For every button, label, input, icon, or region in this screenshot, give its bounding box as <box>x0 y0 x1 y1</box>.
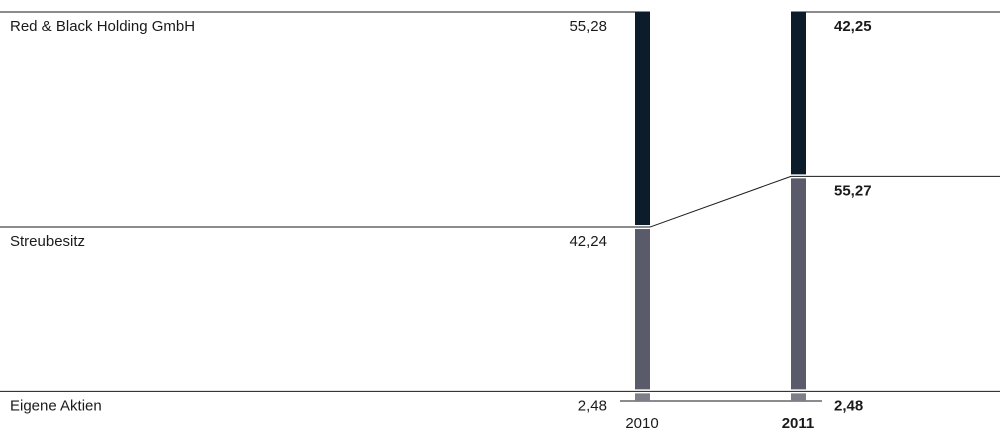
value-label-eigene-aktien-2010: 2,48 <box>578 397 607 414</box>
bar-streubesitz-2011 <box>791 178 806 390</box>
value-label-streubesitz-2011: 55,27 <box>834 182 872 199</box>
bar-eigene-aktien-2010 <box>635 393 650 401</box>
value-label-streubesitz-2010: 42,24 <box>569 233 607 250</box>
connector-streubesitz <box>649 175 792 228</box>
bar-red-black-holding-gmbh-2011 <box>791 12 806 175</box>
bars <box>635 12 806 401</box>
connector-lines <box>649 175 792 392</box>
value-label-red-black-holding-gmbh-2010: 55,28 <box>569 18 607 35</box>
value-label-eigene-aktien-2011: 2,48 <box>834 397 863 414</box>
series-label-red-black-holding-gmbh: Red & Black Holding GmbH <box>10 18 195 35</box>
year-label-2010: 2010 <box>625 415 658 430</box>
bar-red-black-holding-gmbh-2010 <box>635 12 650 226</box>
year-label-2011: 2011 <box>782 415 815 430</box>
series-label-streubesitz: Streubesitz <box>10 233 85 250</box>
bar-eigene-aktien-2011 <box>791 393 806 401</box>
bar-streubesitz-2010 <box>635 229 650 390</box>
series-label-eigene-aktien: Eigene Aktien <box>10 397 102 414</box>
labels: Red & Black Holding GmbH 55,28 42,25 Streub… <box>10 18 872 430</box>
value-label-red-black-holding-gmbh-2011: 42,25 <box>834 18 872 35</box>
separator-lines <box>0 11 1000 402</box>
